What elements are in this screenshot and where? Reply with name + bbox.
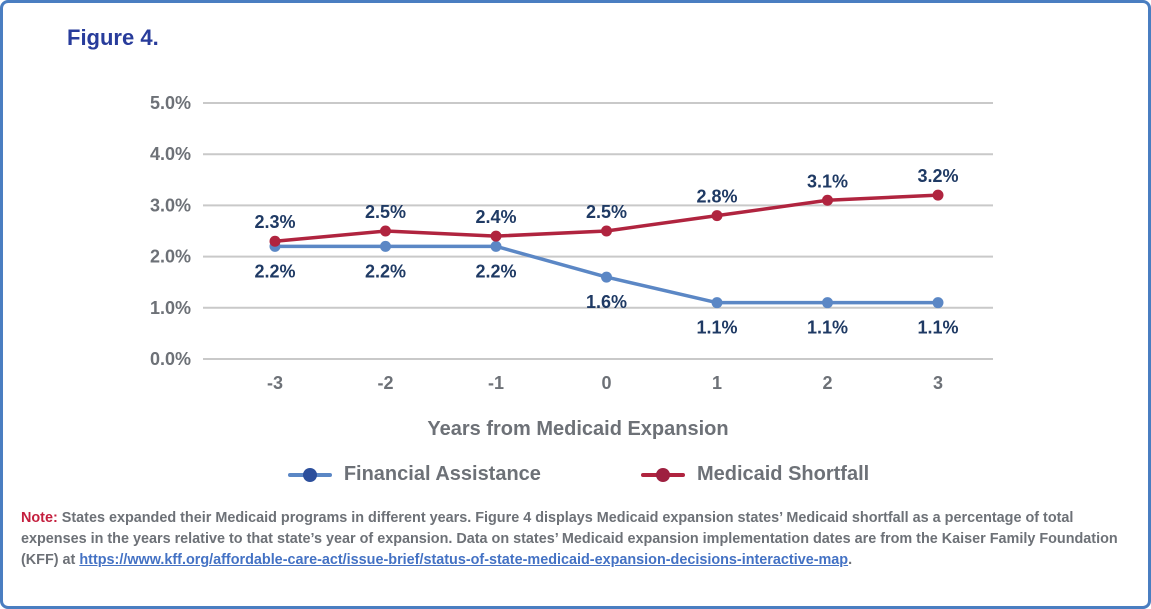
- data-point-marker: [269, 235, 281, 247]
- x-tick-label: 3: [933, 373, 943, 393]
- data-point-label: 2.2%: [475, 261, 516, 281]
- x-tick-label: -1: [488, 373, 504, 393]
- data-point-label: 2.2%: [365, 261, 406, 281]
- data-point-label: 3.1%: [807, 171, 848, 191]
- kff-link[interactable]: https://www.kff.org/affordable-care-act/…: [79, 552, 849, 568]
- x-tick-label: 0: [601, 373, 611, 393]
- data-point-label: 1.1%: [807, 318, 848, 338]
- y-tick-label: 4.0%: [150, 144, 191, 164]
- y-tick-label: 1.0%: [150, 298, 191, 318]
- data-point-marker: [711, 210, 723, 222]
- data-point-label: 1.6%: [586, 292, 627, 312]
- data-point-marker: [380, 225, 391, 237]
- chart-legend: Financial Assistance Medicaid Shortfall: [3, 463, 1148, 486]
- data-point-marker: [490, 230, 502, 242]
- legend-marker-icon: [287, 467, 332, 482]
- data-point-marker: [380, 240, 391, 252]
- y-tick-label: 3.0%: [150, 195, 191, 215]
- data-point-label: 1.1%: [917, 318, 958, 338]
- legend-label: Financial Assistance: [343, 463, 541, 485]
- data-point-label: 2.3%: [254, 212, 295, 232]
- legend-item-medicaid-shortfall: Medicaid Shortfall: [640, 463, 870, 486]
- note-prefix: Note:: [21, 510, 58, 526]
- data-point-marker: [601, 271, 612, 283]
- legend-marker-icon: [640, 467, 685, 482]
- line-chart: 0.0% 1.0% 2.0% 3.0% 4.0% 5.0% -3 -2 -1 0 1 2 3 2.2% 2.…: [150, 93, 993, 393]
- note-body: States expanded their Medicaid programs …: [21, 510, 1118, 568]
- y-tick-label: 0.0%: [150, 349, 191, 369]
- note-suffix: .: [848, 552, 853, 568]
- data-point-marker: [711, 297, 723, 309]
- data-point-label: 2.5%: [365, 202, 406, 222]
- x-tick-label: 1: [712, 373, 722, 393]
- data-point-marker: [822, 194, 833, 206]
- data-point-marker: [490, 240, 502, 252]
- data-point-marker: [601, 225, 612, 237]
- data-point-label: 2.8%: [696, 187, 737, 207]
- legend-item-financial-assistance: Financial Assistance: [287, 463, 541, 486]
- y-tick-label: 2.0%: [150, 247, 191, 267]
- note-text: Note: States expanded their Medicaid pro…: [21, 508, 1138, 571]
- data-point-marker: [932, 297, 944, 309]
- x-axis-title: Years from Medicaid Expansion: [427, 418, 729, 440]
- figure-title: Figure 4.: [67, 25, 159, 50]
- x-tick-label: -3: [267, 373, 283, 393]
- data-point-label: 2.5%: [586, 202, 627, 222]
- x-tick-label: -2: [377, 373, 393, 393]
- data-point-marker: [932, 189, 944, 201]
- data-point-label: 2.2%: [254, 261, 295, 281]
- y-tick-label: 5.0%: [150, 93, 191, 113]
- data-point-label: 1.1%: [696, 318, 737, 338]
- data-point-marker: [822, 297, 833, 309]
- data-point-label: 2.4%: [475, 207, 516, 227]
- data-point-label: 3.2%: [917, 166, 958, 186]
- legend-label: Medicaid Shortfall: [696, 463, 870, 485]
- x-tick-label: 2: [822, 373, 832, 393]
